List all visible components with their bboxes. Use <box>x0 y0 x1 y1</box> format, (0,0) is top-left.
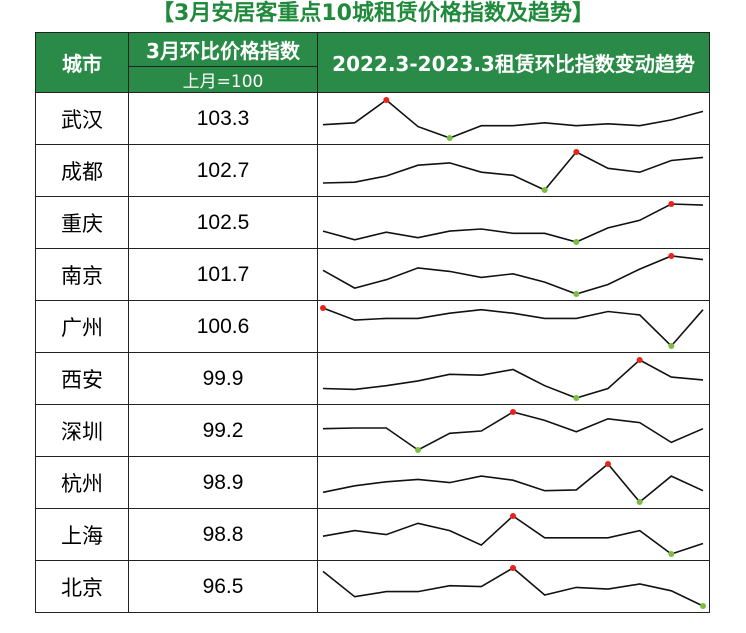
sparkline-max-point <box>668 252 675 259</box>
index-value: 100.6 <box>128 300 318 353</box>
sparkline-max-point <box>510 408 516 415</box>
sparkline-min-point <box>573 394 580 401</box>
city-name: 广州 <box>35 300 129 353</box>
sparkline-min-point <box>573 238 580 245</box>
index-value: 96.5 <box>128 560 318 613</box>
city-name: 深圳 <box>35 404 129 457</box>
sparkline-series-line <box>322 202 704 243</box>
trend-sparkline <box>322 512 704 557</box>
table-row: 成都 102.7 <box>35 144 710 197</box>
sparkline-series-line <box>322 462 704 503</box>
trend-sparkline-cell <box>317 404 710 457</box>
sparkline-series-line <box>322 254 704 295</box>
index-value: 98.9 <box>128 456 318 509</box>
city-name: 上海 <box>35 508 129 561</box>
trend-sparkline-cell <box>317 248 710 301</box>
sparkline-max-point <box>605 460 611 467</box>
table-row: 上海 98.8 <box>35 508 710 561</box>
sparkline-max-point <box>668 200 675 207</box>
trend-sparkline-cell <box>317 196 710 249</box>
table-row: 重庆 102.5 <box>35 196 710 249</box>
index-value: 102.5 <box>128 196 318 249</box>
header-index-sub: 上月=100 <box>128 66 318 93</box>
sparkline-min-point <box>415 446 421 453</box>
table-body: 武汉 103.3 成都 102.7 重庆 102.5 南京 101.7 广州 100.6 西安 99.… <box>35 92 710 613</box>
sparkline-max-point <box>510 564 516 571</box>
city-name: 成都 <box>35 144 129 197</box>
city-name: 西安 <box>35 352 129 405</box>
city-name: 重庆 <box>35 196 129 249</box>
chart-title: 【3月安居客重点10城租赁价格指数及趋势】 <box>152 1 594 26</box>
trend-sparkline <box>322 408 704 453</box>
sparkline-series-line <box>322 358 704 399</box>
sparkline-series-line <box>322 98 704 139</box>
city-name: 北京 <box>35 560 129 613</box>
table-row: 杭州 98.9 <box>35 456 710 509</box>
trend-sparkline <box>322 564 706 609</box>
sparkline-min-point <box>668 342 675 349</box>
sparkline-max-point <box>636 356 643 363</box>
sparkline-min-point <box>541 186 548 193</box>
index-table: 城市 3月环比价格指数 2022.3-2023.3租赁环比指数变动趋势 上月=1… <box>35 32 710 613</box>
trend-sparkline-cell <box>317 352 710 405</box>
trend-sparkline <box>322 460 704 505</box>
sparkline-max-point <box>573 148 580 155</box>
header-trend: 2022.3-2023.3租赁环比指数变动趋势 <box>317 32 710 93</box>
trend-sparkline <box>322 148 704 193</box>
sparkline-max-point <box>510 512 516 519</box>
trend-sparkline-cell <box>317 456 710 509</box>
sparkline-min-point <box>573 290 580 297</box>
header-index: 3月环比价格指数 <box>128 32 318 67</box>
sparkline-series-line <box>322 410 704 451</box>
sparkline-min-point <box>668 550 675 557</box>
sparkline-min-point <box>636 498 643 505</box>
table-row: 广州 100.6 <box>35 300 710 353</box>
trend-sparkline <box>322 252 704 297</box>
index-value: 102.7 <box>128 144 318 197</box>
sparkline-min-point <box>700 602 706 609</box>
table-row: 南京 101.7 <box>35 248 710 301</box>
sparkline-max-point <box>320 304 326 311</box>
table-row: 深圳 99.2 <box>35 404 710 457</box>
index-value: 103.3 <box>128 92 318 145</box>
trend-sparkline-cell <box>317 300 710 353</box>
city-name: 武汉 <box>35 92 129 145</box>
trend-sparkline <box>322 200 704 245</box>
trend-sparkline <box>322 96 704 141</box>
table-row: 武汉 103.3 <box>35 92 710 145</box>
index-value: 99.9 <box>128 352 318 405</box>
trend-sparkline <box>322 356 704 401</box>
table-row: 北京 96.5 <box>35 560 710 613</box>
sparkline-series-line <box>322 306 704 347</box>
trend-sparkline-cell <box>317 92 710 145</box>
city-name: 南京 <box>35 248 129 301</box>
index-value: 99.2 <box>128 404 318 457</box>
city-name: 杭州 <box>35 456 129 509</box>
sparkline-series-line <box>322 514 704 555</box>
sparkline-series-line <box>322 150 704 191</box>
index-value: 98.8 <box>128 508 318 561</box>
trend-sparkline-cell <box>317 144 710 197</box>
trend-sparkline-cell <box>317 508 710 561</box>
trend-sparkline-cell <box>317 560 710 613</box>
sparkline-max-point <box>383 96 390 103</box>
sparkline-min-point <box>446 134 453 141</box>
trend-sparkline <box>320 304 704 349</box>
table-row: 西安 99.9 <box>35 352 710 405</box>
index-value: 101.7 <box>128 248 318 301</box>
sparkline-series-line <box>322 566 704 607</box>
header-city: 城市 <box>35 32 129 93</box>
